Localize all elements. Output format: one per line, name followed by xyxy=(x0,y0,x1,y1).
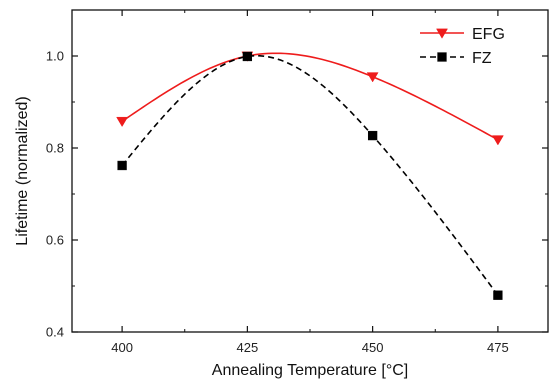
series-layer xyxy=(116,51,504,300)
series-line-fz xyxy=(121,54,499,296)
plot-area: 400 425 450 475 0.4 0.6 0.8 1.0 xyxy=(46,9,549,355)
legend-marker-fz xyxy=(437,52,447,62)
data-point-efg xyxy=(116,116,129,128)
y-tick-label: 0.6 xyxy=(46,233,64,248)
y-tick-label: 0.8 xyxy=(46,141,64,156)
series-line-efg xyxy=(121,52,499,141)
legend-label-fz: FZ xyxy=(472,50,492,67)
data-point-fz xyxy=(367,130,378,141)
y-tick-label: 0.4 xyxy=(46,325,64,340)
data-point-efg xyxy=(366,72,379,83)
x-tick-label: 475 xyxy=(487,340,509,355)
data-point-fz xyxy=(493,290,503,300)
x-tick-label: 450 xyxy=(362,340,384,355)
x-axis-label: Annealing Temperature [°C] xyxy=(212,362,408,379)
y-axis-label: Lifetime (normalized) xyxy=(14,96,31,245)
legend: EFG FZ xyxy=(420,26,505,67)
y-tick-label: 1.0 xyxy=(46,49,64,64)
data-point-efg xyxy=(491,135,504,146)
data-point-fz xyxy=(117,160,127,171)
legend-label-efg: EFG xyxy=(472,26,505,43)
legend-marker-efg xyxy=(436,28,448,39)
data-point-fz xyxy=(242,51,253,62)
x-tick-label: 400 xyxy=(111,340,133,355)
x-tick-label: 425 xyxy=(237,340,259,355)
